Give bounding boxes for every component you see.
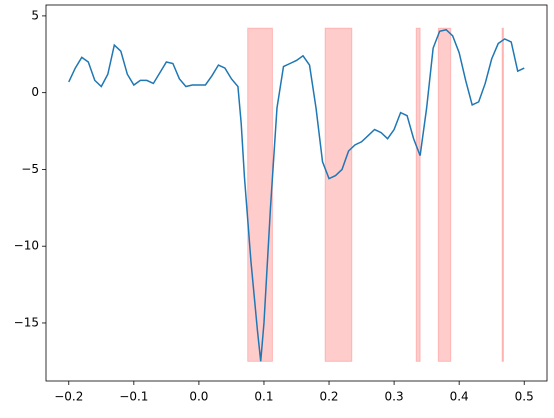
y-tick-label: −15 — [14, 315, 39, 329]
span — [437, 27, 452, 362]
span — [324, 27, 353, 362]
x-tick-label: −0.2 — [54, 390, 83, 404]
y-tick-label: 5 — [31, 8, 39, 22]
y-tick-label: −10 — [14, 239, 39, 253]
y-tick-label: −5 — [21, 162, 39, 176]
axes-frame — [45, 4, 548, 382]
x-tick-label: 0.3 — [385, 390, 404, 404]
x-tick-label: 0.0 — [189, 390, 208, 404]
y-tick-label: 0 — [31, 85, 39, 99]
x-tick-label: 0.2 — [319, 390, 338, 404]
x-tick-label: 0.5 — [515, 390, 534, 404]
x-tick-label: 0.4 — [450, 390, 469, 404]
x-tick-label: −0.1 — [119, 390, 148, 404]
span — [247, 27, 273, 362]
span — [415, 27, 421, 362]
line — [68, 28, 525, 362]
span — [501, 27, 504, 362]
x-tick-label: 0.1 — [254, 390, 273, 404]
